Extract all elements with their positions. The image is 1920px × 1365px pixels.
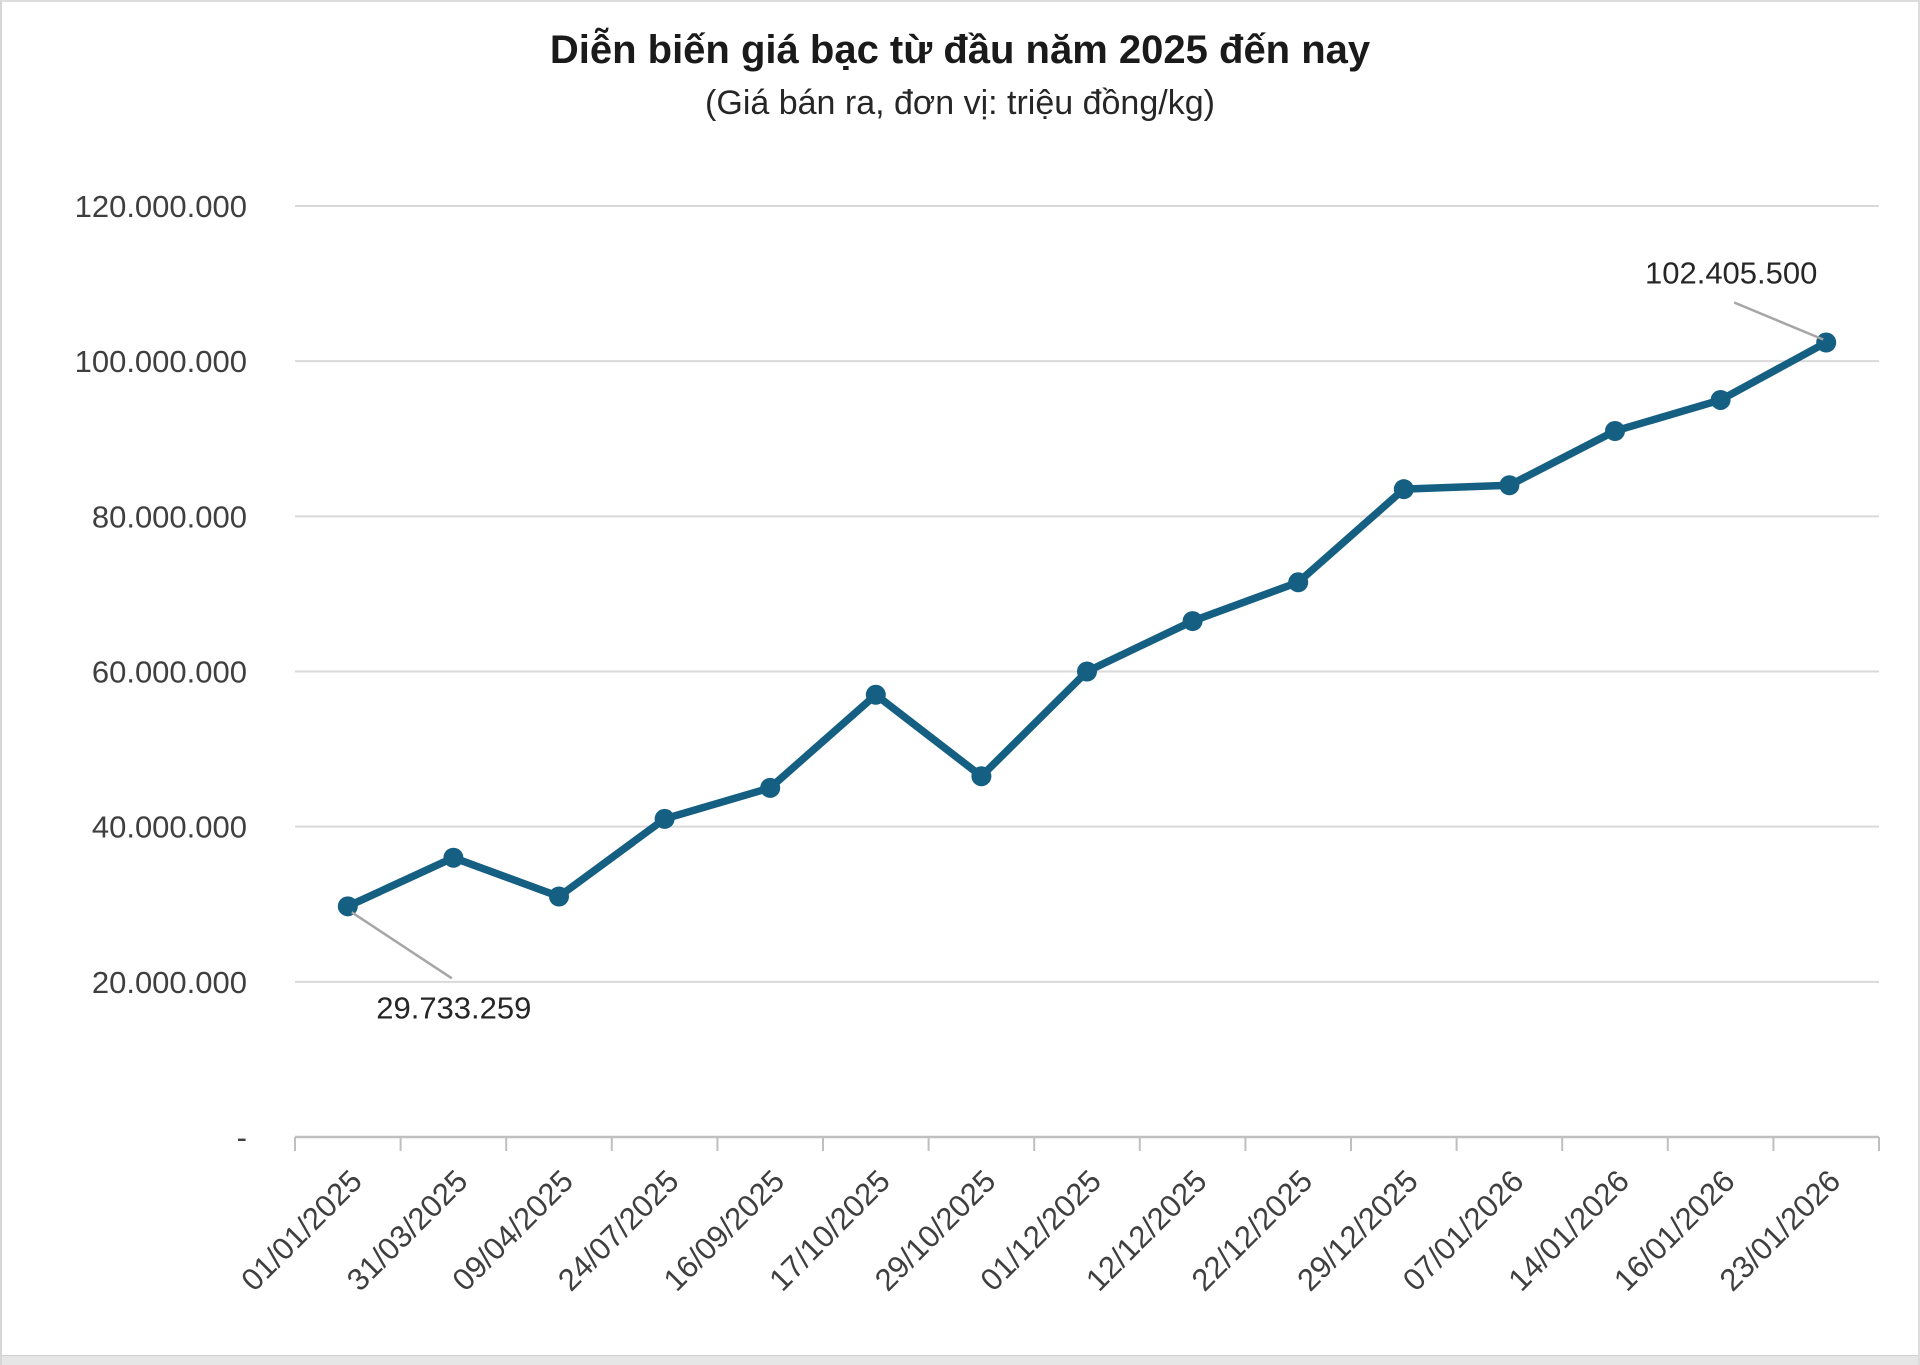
data-point-marker (443, 847, 464, 868)
data-point-marker (971, 766, 992, 787)
y-tick-label: 100.000.000 (75, 344, 247, 379)
data-point-marker (549, 886, 569, 907)
data-point-marker (1288, 572, 1309, 593)
y-tick-label: 60.000.000 (92, 655, 247, 690)
data-point-marker (654, 808, 675, 829)
y-tick-label: 20.000.000 (92, 965, 247, 1000)
data-point-marker (1605, 420, 1625, 441)
chart-subtitle: (Giá bán ra, đơn vị: triệu đồng/kg) (705, 84, 1215, 122)
data-point-marker (1499, 475, 1520, 496)
data-point-marker (1077, 661, 1097, 682)
callout-leader-line (351, 911, 453, 980)
data-point-marker (1393, 479, 1414, 500)
data-point-marker (865, 684, 886, 705)
data-point-marker (337, 896, 358, 917)
window-bottom-edge (2, 1355, 1918, 1365)
data-point-marker (1182, 611, 1203, 632)
y-tick-label: 40.000.000 (92, 810, 247, 845)
y-tick-label: 120.000.000 (75, 189, 247, 224)
callout-data-label: 29.733.259 (376, 990, 531, 1025)
data-point-marker (760, 777, 781, 798)
y-tick-label: - (237, 1120, 247, 1155)
callout-leader-line (1733, 301, 1824, 341)
data-point-marker (1710, 389, 1731, 410)
callout-data-label: 102.405.500 (1645, 256, 1817, 291)
chart-title: Diễn biến giá bạc từ đầu năm 2025 đến na… (549, 28, 1371, 72)
series-line (344, 338, 1830, 911)
y-tick-label: 80.000.000 (92, 499, 247, 534)
data-point-marker (1816, 332, 1837, 353)
